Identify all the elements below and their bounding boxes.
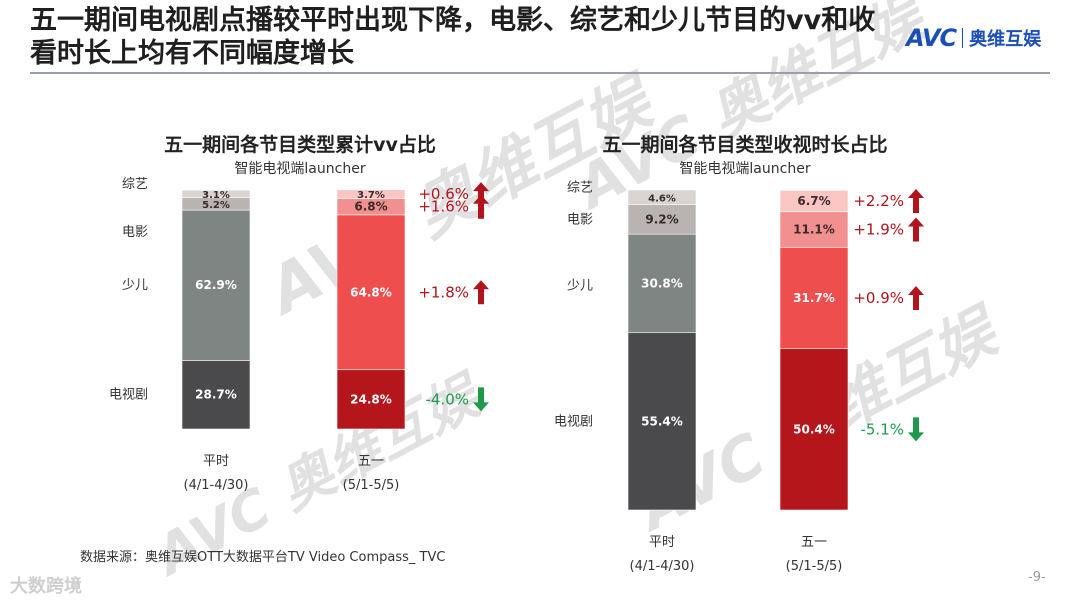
chart-panel-vv: 五一期间各节目类型累计vv占比 智能电视端launcher 28.7% 62.9%… [50, 124, 550, 524]
bar-segment [779, 211, 849, 248]
arrow-down-icon [908, 417, 924, 442]
category-label: 五一 [358, 454, 384, 469]
footer-brand: 大数跨境 [10, 576, 82, 597]
logo-divider [962, 28, 964, 48]
page-number: -9- [1028, 570, 1046, 585]
arrow-up-icon [908, 217, 924, 242]
series-label: 电影 [122, 225, 148, 240]
series-label: 少儿 [122, 278, 148, 293]
arrow-up-icon [473, 194, 489, 219]
chart-svg-vv: 28.7% 62.9% 5.2%3.1% 平时 (4/1-4/30) 电视剧 少儿 电影 综艺 2… [109, 177, 489, 493]
bar-segment [779, 190, 849, 213]
data-label: 6.8% [354, 200, 387, 214]
bar-segment [627, 233, 697, 334]
series-label: 少儿 [567, 278, 593, 293]
data-label: 24.8% [350, 392, 392, 406]
chart-panel-duration: 五一期间各节目类型收视时长占比 智能电视端launcher 55.4% 30.8%… [495, 124, 995, 574]
data-label: 64.8% [350, 285, 392, 299]
data-label: 4.6% [648, 193, 676, 204]
page-title: 五一期间电视剧点播较平时出现下降，电影、综艺和少儿节目的vv和收 看时长上均有不… [30, 4, 890, 70]
change-label-up: +0.9% [853, 289, 904, 307]
title-divider [30, 72, 1050, 74]
category-date-range: (5/1-5/5) [786, 559, 843, 574]
data-source-note: 数据来源：奥维互娱OTT大数据平台TV Video Compass_ TVC [80, 550, 446, 565]
data-label: 50.4% [793, 422, 835, 436]
category-date-range: (4/1-4/30) [184, 478, 249, 493]
category-label: 平时 [649, 535, 675, 550]
data-label: 55.4% [641, 414, 683, 428]
bar-segment [181, 189, 251, 198]
data-label: 28.7% [195, 388, 237, 402]
change-label-down: -5.1% [860, 420, 904, 438]
bar-segment [627, 204, 697, 235]
data-label: 62.9% [195, 278, 237, 292]
data-label: 11.1% [793, 223, 835, 237]
chart-svg-duration: 55.4% 30.8% 9.2% 4.6% 平时 (4/1-4/30) 电视剧 少儿 电影 综艺 5… [554, 180, 924, 574]
logo-text: 奥维互娱 [969, 29, 1042, 50]
bar-segment [627, 189, 697, 206]
data-label: 3.7% [357, 190, 385, 201]
change-label-up: +0.6% [418, 185, 469, 203]
series-label: 综艺 [567, 180, 593, 195]
series-label: 电视剧 [554, 414, 593, 429]
bar-segment [779, 348, 849, 511]
arrow-up-icon [908, 286, 924, 310]
arrow-up-icon [473, 280, 489, 305]
series-label: 电视剧 [109, 388, 148, 403]
bar-segment [336, 369, 406, 430]
logo-mark: AVC [906, 24, 957, 52]
page-title-line-2: 看时长上均有不同幅度增长 [30, 38, 354, 69]
change-label-up: +2.2% [853, 192, 904, 210]
series-label: 综艺 [122, 177, 148, 192]
page-title-line-1: 五一期间电视剧点播较平时出现下降，电影、综艺和少儿节目的vv和收 [30, 5, 876, 36]
bar-segment [181, 360, 251, 430]
data-label: 5.2% [202, 200, 230, 211]
category-label: 平时 [203, 454, 229, 469]
bar-segment [779, 246, 849, 350]
arrow-up-icon [908, 189, 924, 214]
bar-segment [336, 189, 406, 199]
data-label: 30.8% [641, 276, 683, 290]
chart-title: 五一期间各节目类型收视时长占比 [602, 134, 888, 156]
change-label-up: +1.9% [853, 221, 904, 239]
change-label-down: -4.0% [425, 390, 469, 408]
category-date-range: (4/1-4/30) [630, 559, 695, 574]
change-label-up: +1.8% [418, 283, 469, 301]
brand-logo: AVC 奥维互娱 [906, 24, 1041, 52]
chart-subtitle: 智能电视端launcher [679, 161, 811, 177]
arrow-up-icon [473, 182, 489, 207]
data-label: 31.7% [793, 291, 835, 305]
category-label: 五一 [801, 535, 827, 550]
bar-segment [627, 332, 697, 511]
bar-segment [181, 209, 251, 361]
chart-subtitle: 智能电视端launcher [234, 161, 366, 177]
bar-segment [336, 214, 406, 371]
data-label: 9.2% [645, 212, 678, 226]
data-label: 6.7% [797, 194, 830, 208]
category-date-range: (5/1-5/5) [343, 478, 400, 493]
change-label-up: +1.6% [418, 198, 469, 216]
chart-title: 五一期间各节目类型累计vv占比 [164, 134, 436, 156]
arrow-down-icon [473, 387, 489, 412]
series-label: 电影 [567, 212, 593, 227]
data-label: 3.1% [202, 190, 230, 201]
